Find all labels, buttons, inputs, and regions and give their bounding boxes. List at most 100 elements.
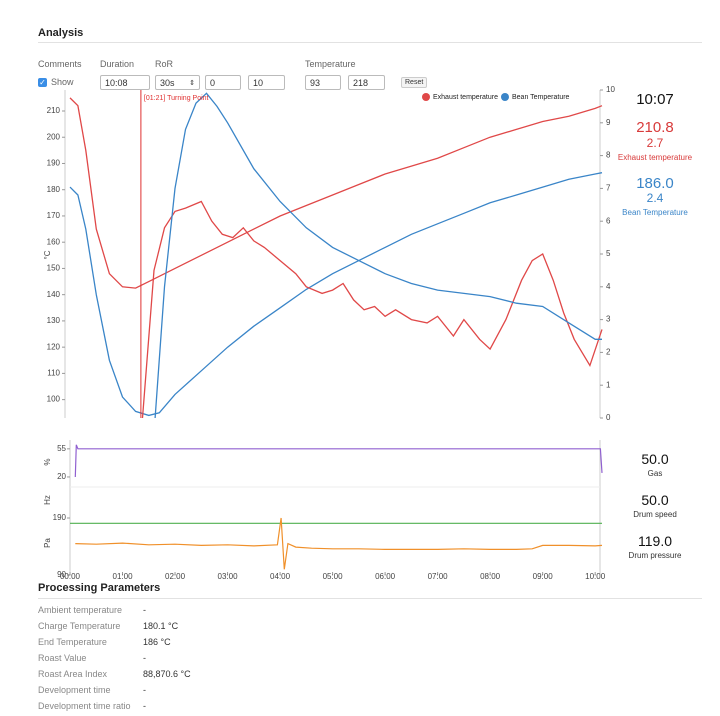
bean-ror-readout: 2.4	[646, 191, 664, 205]
y2-tick-label: 3	[606, 315, 611, 324]
checkbox[interactable]: ✓	[38, 78, 47, 87]
y-tick-label: 20	[57, 472, 66, 481]
y-tick-label: 200	[47, 132, 61, 141]
temp-min-input[interactable]: 93	[305, 75, 341, 90]
y2-tick-label: 10	[606, 85, 615, 94]
x-tick-label: 01:00	[113, 572, 134, 581]
x-tick-label: 02:00	[165, 572, 186, 581]
series-line	[75, 517, 603, 570]
checkbox-label: Show	[51, 77, 74, 87]
select-value: 30s	[160, 78, 175, 88]
exhaust-ror-readout: 2.7	[646, 136, 664, 150]
series-line	[69, 172, 603, 417]
y2-tick-label: 7	[606, 184, 611, 193]
y-tick-label: 55	[57, 444, 66, 453]
param-value: -	[143, 701, 146, 711]
x-tick-label: 05:00	[323, 572, 344, 581]
param-value: 180.1 °C	[143, 621, 179, 631]
label: Duration	[100, 59, 135, 69]
x-tick-label: 03:00	[218, 572, 239, 581]
y-tick-label: 110	[47, 369, 60, 378]
param-value: -	[143, 685, 146, 695]
legend-label: Bean Temperature	[512, 94, 570, 101]
y-tick-label: 180	[47, 185, 61, 194]
y-tick-label: 120	[47, 342, 61, 351]
param-name: Charge Temperature	[38, 621, 121, 631]
y2-tick-label: 8	[606, 151, 611, 160]
label: Temperature	[305, 59, 356, 69]
legend-label: Exhaust temperature	[433, 94, 498, 101]
y-tick-label: 170	[47, 211, 61, 220]
ror-max-input[interactable]: 10	[248, 75, 285, 90]
unit-label: Pa	[43, 538, 52, 548]
label: Comments	[38, 59, 82, 69]
legend-swatch	[500, 93, 509, 101]
title: Analysis	[38, 27, 84, 39]
reset-button[interactable]: Reset	[401, 77, 428, 88]
y-axis-label: °C	[43, 250, 52, 259]
x-tick-label: 08:00	[480, 572, 501, 581]
unit-label: Hz	[43, 495, 52, 505]
x-tick-label: 10:00	[585, 572, 606, 581]
param-name: Roast Area Index	[38, 669, 108, 679]
label: RoR	[155, 59, 174, 69]
y-tick-label: 90	[57, 570, 66, 579]
param-value: 186 °C	[143, 637, 171, 647]
y-tick-label: 190	[53, 513, 67, 522]
y2-tick-label: 2	[606, 348, 611, 357]
series-line	[69, 97, 603, 289]
y2-tick-label: 6	[606, 216, 611, 225]
y2-tick-label: 5	[606, 249, 611, 258]
gas-readout: 50.0	[641, 451, 669, 467]
exhaust-readout: 210.8	[636, 119, 674, 136]
x-tick-label: 09:00	[533, 572, 554, 581]
x-tick-label: 04:00	[270, 572, 291, 581]
bean-readout: 186.0	[636, 175, 674, 192]
unit-label: %	[43, 458, 52, 465]
x-tick-label: 07:00	[428, 572, 449, 581]
time-readout: 10:07	[636, 91, 674, 108]
param-name: Roast Value	[38, 653, 87, 663]
select-arrow: ⇕	[189, 80, 195, 87]
ror-select[interactable]: 30s ⇕	[155, 75, 200, 90]
param-name: Ambient temperature	[38, 605, 123, 615]
series-line	[154, 92, 602, 419]
param-name: Development time ratio	[38, 701, 131, 711]
y2-tick-label: 9	[606, 118, 611, 127]
y-tick-label: 130	[47, 316, 61, 325]
legend-swatch	[422, 93, 430, 101]
y-tick-label: 190	[47, 159, 61, 168]
y2-tick-label: 4	[606, 282, 611, 291]
param-name: End Temperature	[38, 637, 107, 647]
ror-min-input[interactable]: 0	[205, 75, 241, 90]
param-value: 88,870.6 °C	[143, 669, 191, 679]
divider	[38, 42, 702, 43]
chart: 100 110 120 130 140 150 160 170 180 190 200 210 0 1 2 3…	[43, 85, 615, 581]
turning-point-label: [01:21] Turning Point	[144, 95, 209, 102]
y2-tick-label: 0	[606, 413, 611, 422]
series-line	[141, 200, 603, 419]
y-tick-label: 160	[47, 237, 61, 246]
exhaust-label: Exhaust temperature	[617, 153, 693, 162]
gas-label: Gas	[647, 469, 663, 478]
section-title: Processing Parameters	[38, 582, 161, 594]
x-tick-label: 00:00	[60, 572, 81, 581]
divider	[38, 598, 702, 599]
y-tick-label: 210	[47, 106, 61, 115]
speed-label: Drum speed	[633, 510, 677, 519]
temp-max-input[interactable]: 218	[348, 75, 385, 90]
param-name: Development time	[38, 685, 111, 695]
x-tick-label: 06:00	[375, 572, 396, 581]
y2-tick-label: 1	[606, 380, 611, 389]
y-tick-label: 150	[47, 264, 61, 273]
y-tick-label: 100	[47, 395, 61, 404]
pressure-label: Drum pressure	[628, 551, 682, 560]
param-value: -	[143, 653, 146, 663]
y-tick-label: 140	[47, 290, 61, 299]
pressure-readout: 119.0	[638, 533, 672, 549]
duration-input[interactable]: 10:08	[100, 75, 150, 90]
series-line	[74, 444, 603, 478]
bean-label: Bean Temperature	[622, 208, 688, 217]
param-value: -	[143, 605, 146, 615]
